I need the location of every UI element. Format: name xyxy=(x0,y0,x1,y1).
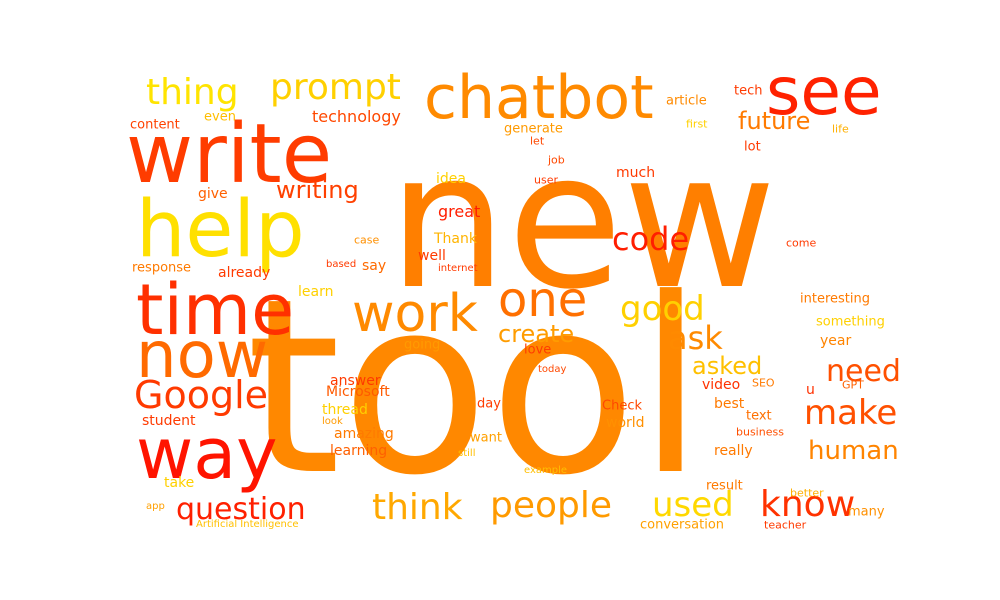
word-seo: SEO xyxy=(752,376,775,390)
word-lot: lot xyxy=(744,139,761,155)
word-internet: internet xyxy=(438,263,478,274)
word-thread: thread xyxy=(322,402,368,418)
word-code: code xyxy=(612,220,690,258)
word-asked: asked xyxy=(692,352,763,380)
word-technology: technology xyxy=(312,107,401,126)
word-new: new xyxy=(388,112,777,331)
word-say: say xyxy=(362,258,387,274)
word-answer: answer xyxy=(330,373,381,389)
word-artificial-intelligence: Artificial Intelligence xyxy=(196,519,299,530)
word-look: look xyxy=(322,416,343,427)
word-amazing: amazing xyxy=(334,426,394,442)
word-really: really xyxy=(714,443,753,459)
word-great: great xyxy=(438,202,481,221)
word-year: year xyxy=(820,333,852,349)
word-let: let xyxy=(530,134,545,148)
word-gpt: GPT xyxy=(842,378,864,392)
word-many: many xyxy=(848,504,885,520)
word-business: business xyxy=(736,425,784,439)
word-ask: ask xyxy=(668,319,723,357)
word-interesting: interesting xyxy=(800,291,870,307)
word-take: take xyxy=(164,475,195,491)
word-app: app xyxy=(146,501,165,512)
word-used: used xyxy=(652,485,734,525)
word-know: know xyxy=(760,484,856,525)
word-prompt: prompt xyxy=(270,67,401,108)
word-thank: Thank xyxy=(434,231,477,247)
word-already: already xyxy=(218,265,271,281)
word-give: give xyxy=(198,186,228,202)
word-based: based xyxy=(326,259,357,270)
word-result: result xyxy=(706,478,743,494)
word-learn: learn xyxy=(298,284,334,300)
word-today: today xyxy=(538,364,567,375)
word-better: better xyxy=(790,486,824,500)
word-work: work xyxy=(352,284,478,344)
word-job: job xyxy=(548,153,565,167)
word-way: way xyxy=(136,413,278,495)
word-video: video xyxy=(702,377,741,393)
word-now: now xyxy=(136,319,269,393)
word-text: text xyxy=(746,408,772,424)
word-make: make xyxy=(804,393,898,433)
word-learning: learning xyxy=(330,443,388,459)
word-much: much xyxy=(616,165,656,181)
word-u: u xyxy=(806,382,815,398)
word-love: love xyxy=(524,342,552,358)
word-content: content xyxy=(130,117,180,133)
word-example: example xyxy=(524,465,568,476)
word-future: future xyxy=(738,107,811,135)
word-question: question xyxy=(176,492,306,527)
word-help: help xyxy=(136,185,305,275)
word-human: human xyxy=(808,436,899,466)
word-one: one xyxy=(498,272,588,328)
word-writing: writing xyxy=(276,176,359,204)
word-google: Google xyxy=(134,373,269,417)
word-tool: tool xyxy=(246,247,705,529)
word-microsoft: Microsoft xyxy=(326,384,390,400)
word-user: user xyxy=(534,173,558,187)
word-response: response xyxy=(132,260,192,276)
word-something: something xyxy=(816,314,885,330)
word-chatbot: chatbot xyxy=(424,63,654,133)
word-conversation: conversation xyxy=(640,517,725,533)
word-world: world xyxy=(606,415,645,431)
word-case: case xyxy=(354,233,380,247)
word-going: going xyxy=(404,337,441,353)
word-thing: thing xyxy=(146,72,239,113)
word-day: day xyxy=(477,396,501,412)
word-even: even xyxy=(204,109,236,125)
word-create: create xyxy=(498,320,575,348)
word-idea: idea xyxy=(436,171,466,187)
word-best: best xyxy=(714,396,745,412)
word-people: people xyxy=(490,485,613,526)
word-article: article xyxy=(666,93,707,109)
word-life: life xyxy=(832,122,849,136)
word-well: well xyxy=(418,248,446,264)
word-think: think xyxy=(372,487,463,528)
word-come: come xyxy=(786,236,817,250)
word-still: still xyxy=(458,448,476,459)
word-see: see xyxy=(766,53,882,130)
word-tech: tech xyxy=(734,83,763,99)
word-student: student xyxy=(142,413,196,429)
word-teacher: teacher xyxy=(764,518,807,532)
word-check: Check xyxy=(602,398,642,414)
word-good: good xyxy=(620,289,705,329)
word-first: first xyxy=(686,117,708,131)
word-want: want xyxy=(470,430,502,446)
word-generate: generate xyxy=(504,121,563,137)
word-write: write xyxy=(126,107,333,202)
word-time: time xyxy=(136,269,295,351)
word-need: need xyxy=(826,354,901,389)
